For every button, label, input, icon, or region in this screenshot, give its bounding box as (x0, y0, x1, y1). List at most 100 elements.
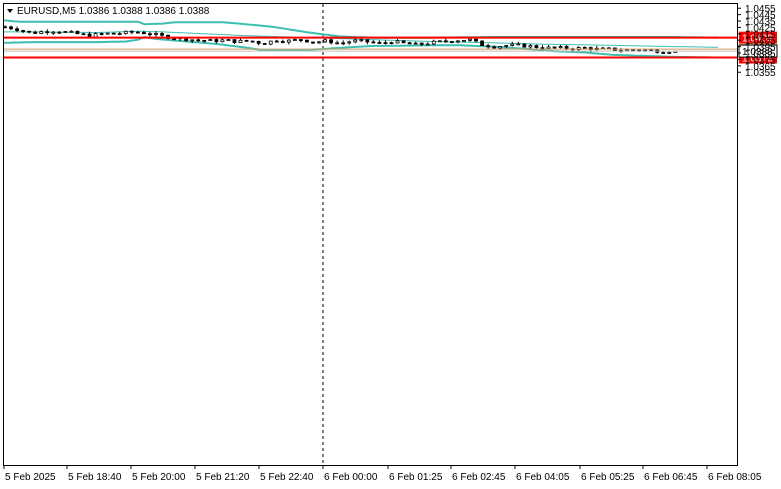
candle-body (667, 52, 672, 54)
candle (232, 39, 237, 44)
plot-border (3, 3, 738, 466)
candle-body (27, 30, 32, 33)
candle (256, 40, 261, 46)
candle-body (558, 46, 563, 49)
candle-body (510, 43, 515, 46)
bollinger-lower-band (3, 35, 718, 59)
candle-body (196, 39, 201, 42)
candle (359, 38, 364, 43)
candle (190, 39, 195, 44)
candle (15, 26, 19, 33)
candle-body (443, 40, 448, 43)
candle-body (311, 41, 315, 44)
candle-body (407, 42, 412, 45)
y-tick-label: 1.0405 (745, 36, 776, 47)
candle-body (341, 42, 346, 45)
candle-body (232, 39, 237, 43)
candle-body (45, 31, 50, 34)
candle (45, 29, 50, 35)
candle-body (347, 41, 352, 44)
candle-body (111, 32, 116, 35)
x-tick-label: 6 Feb 01:25 (389, 472, 443, 483)
candle-body (15, 28, 19, 31)
candle-body (93, 33, 98, 38)
x-tick-label: 5 Feb 2025 (5, 472, 56, 483)
candle-body (262, 43, 267, 45)
candle-body (468, 38, 472, 41)
candle-body (238, 39, 243, 43)
candle (492, 45, 497, 49)
candle-body (516, 43, 521, 46)
candle (69, 30, 74, 33)
candle-body (105, 32, 110, 35)
candle (335, 40, 340, 45)
candle-body (528, 45, 533, 48)
candle (148, 31, 152, 37)
candle-body (33, 31, 38, 34)
candle (383, 40, 388, 45)
candle-body (21, 30, 26, 32)
candle (274, 39, 279, 43)
candle (135, 31, 140, 34)
y-tick-label: 1.0455 (745, 4, 776, 15)
candle (425, 42, 430, 46)
candle-body (371, 41, 376, 44)
candle (75, 30, 80, 35)
candle-body (69, 30, 74, 33)
candle-body (329, 39, 334, 44)
candle-body (323, 39, 327, 43)
triangle-down-icon[interactable] (7, 9, 13, 13)
candle (431, 39, 436, 46)
candle (214, 37, 219, 44)
candle (99, 32, 104, 36)
candle-body (413, 42, 418, 45)
candle-body (540, 47, 545, 50)
candle-body (274, 40, 279, 43)
x-tick-label: 6 Feb 00:00 (324, 472, 378, 483)
candle-body (576, 47, 581, 51)
candle (534, 44, 539, 49)
candle-body (661, 52, 666, 54)
y-tick-label: 1.0395 (745, 43, 776, 54)
candle (377, 40, 382, 44)
y-tick-label: 1.0425 (745, 23, 776, 34)
candle-body (474, 38, 478, 42)
candle (226, 39, 231, 41)
candle-body (449, 41, 454, 43)
candle-body (498, 46, 503, 49)
candle-body (208, 39, 213, 42)
candle (317, 40, 321, 44)
candle (268, 40, 273, 46)
current-price-label: 1.0388 (742, 47, 773, 58)
candle (480, 40, 484, 47)
candle-body (87, 33, 92, 38)
candle (510, 41, 515, 47)
candle (443, 38, 448, 43)
candle-body (286, 39, 291, 43)
candle-body (160, 33, 164, 36)
candle-body (244, 39, 249, 42)
candle (389, 41, 394, 45)
candle-body (437, 40, 442, 43)
candle (250, 40, 255, 43)
candle (160, 31, 164, 37)
candle-body (546, 46, 551, 50)
candle-body (226, 39, 231, 41)
candle (3, 25, 7, 29)
candle (522, 43, 527, 48)
candle-body (359, 39, 364, 42)
candle-body (256, 41, 261, 44)
candle (105, 32, 110, 35)
candle (141, 30, 146, 35)
candle (111, 32, 116, 35)
candle (305, 39, 309, 43)
candle-body (117, 33, 122, 35)
candle (365, 39, 370, 45)
candle-body (564, 46, 569, 50)
candle-body (456, 40, 460, 43)
candle (462, 39, 466, 42)
x-tick-label: 6 Feb 04:05 (516, 472, 570, 483)
y-tick-label: 1.0435 (745, 17, 776, 28)
